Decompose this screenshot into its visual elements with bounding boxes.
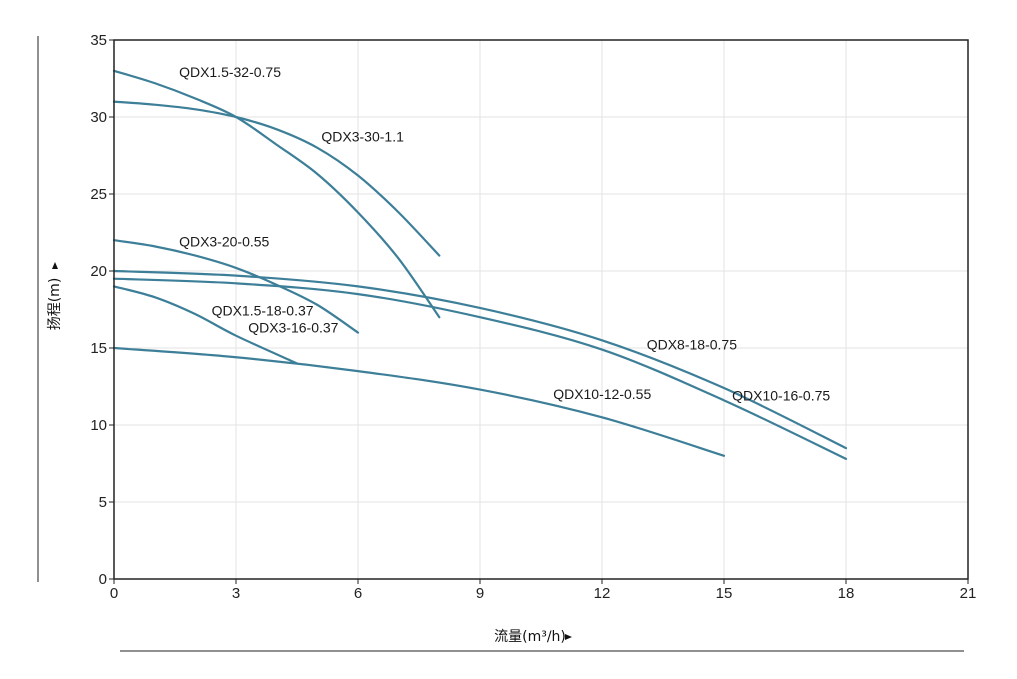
curve-qdx8-18-0-75 — [112, 269, 848, 450]
curve-qdx1-5-32-0-75 — [112, 69, 441, 319]
performance-curves — [112, 69, 848, 460]
y-axis-title: 扬程(m) — [47, 278, 63, 331]
series-label-qdx3-20-0-55: QDX3-20-0.55 — [179, 233, 269, 249]
x-tick-label: 15 — [716, 585, 733, 602]
curve-qdx10-16-0-75 — [112, 277, 848, 460]
x-tick-label: 3 — [232, 585, 240, 602]
y-tick-label: 35 — [90, 32, 107, 49]
y-tick-label: 30 — [90, 109, 107, 126]
y-tick-label: 20 — [90, 263, 107, 280]
series-labels: QDX1.5-32-0.75 QDX3-30-1.1 QDX3-20-0.55 QDX… — [179, 64, 830, 403]
series-label-qdx1-5-18-0-37: QDX1.5-18-0.37 — [212, 303, 314, 319]
series-label-qdx10-16-0-75: QDX10-16-0.75 — [732, 387, 830, 403]
x-axis-title: 流量(m³/h) — [494, 629, 566, 645]
series-label-qdx3-16-0-37: QDX3-16-0.37 — [248, 320, 338, 336]
curve-qdx3-16-0-37 — [112, 346, 726, 457]
x-tick-label: 0 — [110, 585, 118, 602]
x-tick-label: 18 — [838, 585, 855, 602]
series-label-qdx3-30-1-1: QDX3-30-1.1 — [321, 129, 404, 145]
y-tick-label: 25 — [90, 186, 107, 203]
x-tick-label: 6 — [354, 585, 362, 602]
y-tick-label: 0 — [99, 571, 107, 588]
x-axis-arrow-icon — [565, 634, 572, 640]
curve-qdx3-20-0-55 — [112, 239, 360, 334]
series-label-qdx1-5-32-0-75: QDX1.5-32-0.75 — [179, 64, 281, 80]
x-tick-label: 21 — [960, 585, 977, 602]
y-tick-label: 5 — [99, 494, 107, 511]
y-tick-label: 15 — [90, 340, 107, 357]
plot-frame — [113, 39, 969, 580]
y-tick-label: 10 — [90, 417, 107, 434]
curve-qdx1-5-18-0-37 — [112, 285, 299, 365]
x-tick-label: 12 — [594, 585, 611, 602]
series-label-qdx8-18-0-75: QDX8-18-0.75 — [647, 337, 737, 353]
grid — [114, 40, 968, 579]
x-tick-label: 9 — [476, 585, 484, 602]
curve-qdx3-30-1-1 — [112, 100, 441, 257]
y-axis-arrow-icon — [52, 262, 58, 269]
series-label-qdx10-12-0-55: QDX10-12-0.55 — [553, 386, 651, 402]
axis-ticks: 0 3 6 9 12 15 18 21 0 5 10 15 20 25 30 35 — [90, 32, 976, 602]
